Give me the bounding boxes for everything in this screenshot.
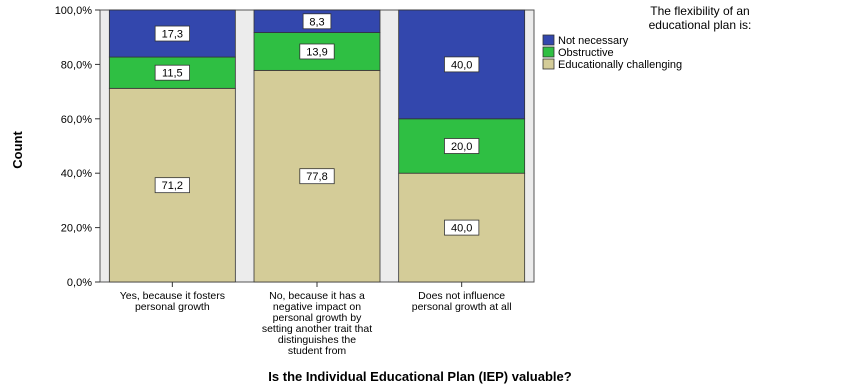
legend-swatch (542, 58, 555, 70)
legend-title: educational plan is: (649, 18, 752, 32)
x-tick-label-line: personal growth by (273, 312, 362, 324)
data-label: 20,0 (451, 141, 472, 153)
x-tick-label-line: negative impact on (273, 301, 361, 313)
bars: 71,2 11,5 17,3 77,8 13,9 8,3 40,0 20,0 40,0 (108, 9, 526, 283)
x-axis: Yes, because it fosters personal growth No… (120, 282, 512, 357)
data-label-box (302, 13, 332, 30)
x-tick-label-line: distinguishes the (278, 334, 356, 346)
y-tick-label: 20,0% (61, 223, 92, 235)
x-tick-label-line: student from (288, 345, 347, 357)
data-label-box (154, 177, 190, 194)
x-tick-label-line: setting another trait that (262, 323, 372, 335)
data-label-box (154, 64, 190, 81)
x-tick-label-line: personal growth (135, 301, 210, 313)
x-tick-label-line: No, because it has a (269, 290, 365, 302)
x-tick-label-line: Yes, because it fosters (120, 290, 225, 302)
y-axis: 0,0% 20,0% 40,0% 60,0% 80,0% 100,0% (55, 5, 100, 289)
data-label: 8,3 (309, 16, 324, 28)
y-tick-label: 100,0% (55, 5, 93, 17)
legend-label: Educationally challenging (558, 59, 682, 71)
data-label-box (444, 56, 480, 73)
data-label-box (299, 43, 335, 60)
y-axis-title: Count (10, 131, 25, 169)
data-label: 71,2 (162, 180, 183, 192)
x-tick-label: No, because it has a negative impact on pe… (262, 290, 372, 357)
x-tick-label: Yes, because it fosters personal growth (120, 290, 225, 313)
legend-label: Not necessary (558, 35, 629, 47)
y-tick-label: 40,0% (61, 168, 92, 180)
legend-title: The flexibility of an (650, 4, 749, 18)
data-label: 17,3 (162, 29, 183, 41)
data-label: 13,9 (306, 46, 327, 58)
y-tick-label: 60,0% (61, 114, 92, 126)
data-label-box (444, 219, 480, 236)
x-tick-label-line: Does not influence (418, 290, 505, 302)
y-tick-label: 0,0% (67, 277, 92, 289)
data-label: 40,0 (451, 223, 472, 235)
y-tick-label: 80,0% (61, 59, 92, 71)
data-label: 77,8 (306, 171, 327, 183)
x-axis-title: Is the Individual Educational Plan (IEP)… (268, 369, 571, 384)
x-tick-label-line: personal growth at all (412, 301, 512, 313)
data-label-box (154, 25, 190, 42)
data-label: 11,5 (162, 68, 183, 80)
x-tick-label: Does not influence personal growth at all (412, 290, 512, 313)
legend-label: Obstructive (558, 47, 614, 59)
legend-swatch (542, 34, 555, 46)
data-label: 40,0 (451, 59, 472, 71)
legend-swatch (542, 46, 555, 58)
data-label-box (444, 138, 480, 154)
data-label-box (299, 168, 335, 185)
